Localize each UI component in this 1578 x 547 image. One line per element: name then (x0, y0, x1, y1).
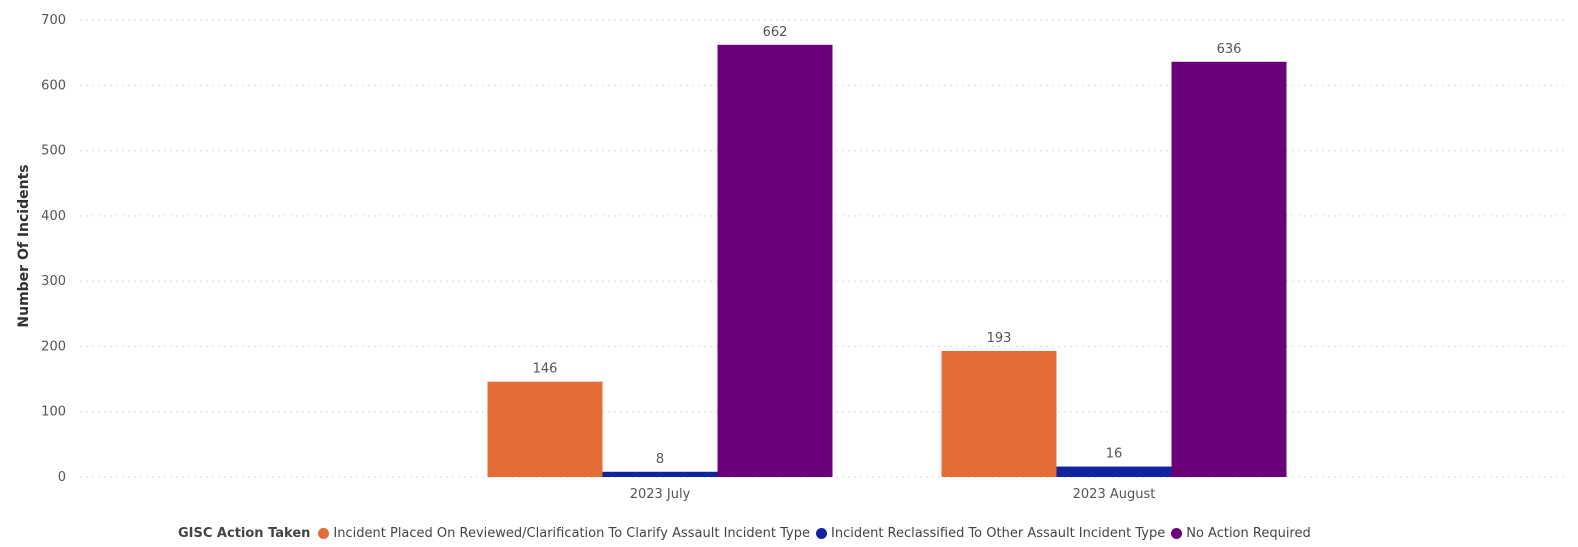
legend-item[interactable]: No Action Required (1171, 526, 1311, 541)
data-label: 146 (533, 362, 558, 377)
bar[interactable] (1056, 466, 1172, 477)
legend-item[interactable]: Incident Placed On Reviewed/Clarificatio… (318, 526, 810, 541)
bar[interactable] (602, 471, 718, 477)
legend-item[interactable]: Incident Reclassified To Other Assault I… (816, 526, 1165, 541)
bar[interactable] (717, 44, 833, 478)
x-axis-categories: 2023 July 2023 August (630, 487, 1156, 502)
bar[interactable] (487, 381, 603, 477)
legend-title: GISC Action Taken (178, 525, 311, 541)
x-category-label: 2023 July (630, 487, 691, 502)
data-label: 662 (763, 25, 788, 40)
y-tick-label: 100 (41, 405, 66, 420)
legend-swatch (1171, 527, 1183, 539)
legend-items: Incident Placed On Reviewed/Clarificatio… (318, 526, 1316, 541)
y-axis-title: Number Of Incidents (16, 164, 32, 327)
legend: GISC Action Taken Incident Placed On Rev… (178, 522, 1573, 544)
bars (487, 44, 1287, 478)
legend-swatch (816, 527, 827, 539)
y-tick-label: 700 (41, 13, 66, 28)
x-category-label: 2023 August (1073, 487, 1156, 502)
legend-label: Incident Placed On Reviewed/Clarificatio… (333, 525, 810, 541)
y-tick-label: 500 (41, 144, 66, 159)
y-tick-label: 200 (41, 339, 66, 354)
data-label: 8 (656, 452, 664, 467)
data-label: 193 (987, 331, 1012, 346)
y-tick-label: 600 (41, 78, 66, 93)
legend-label: Incident Reclassified To Other Assault I… (831, 525, 1166, 541)
data-label: 636 (1217, 42, 1242, 57)
legend-swatch (318, 527, 330, 539)
y-axis-ticks: 0 100 200 300 400 500 600 700 (41, 13, 66, 485)
bar[interactable] (941, 350, 1057, 477)
data-labels: 146 8 662 193 16 636 (533, 25, 1242, 467)
y-tick-label: 0 (58, 470, 66, 485)
y-tick-label: 300 (41, 274, 66, 289)
data-label: 16 (1106, 447, 1123, 462)
chart-svg: 0 100 200 300 400 500 600 700 146 8 662 193 16 636 2… (16, 13, 1568, 502)
y-tick-label: 400 (41, 209, 66, 224)
legend-label: No Action Required (1186, 525, 1311, 541)
bar[interactable] (1171, 61, 1287, 477)
